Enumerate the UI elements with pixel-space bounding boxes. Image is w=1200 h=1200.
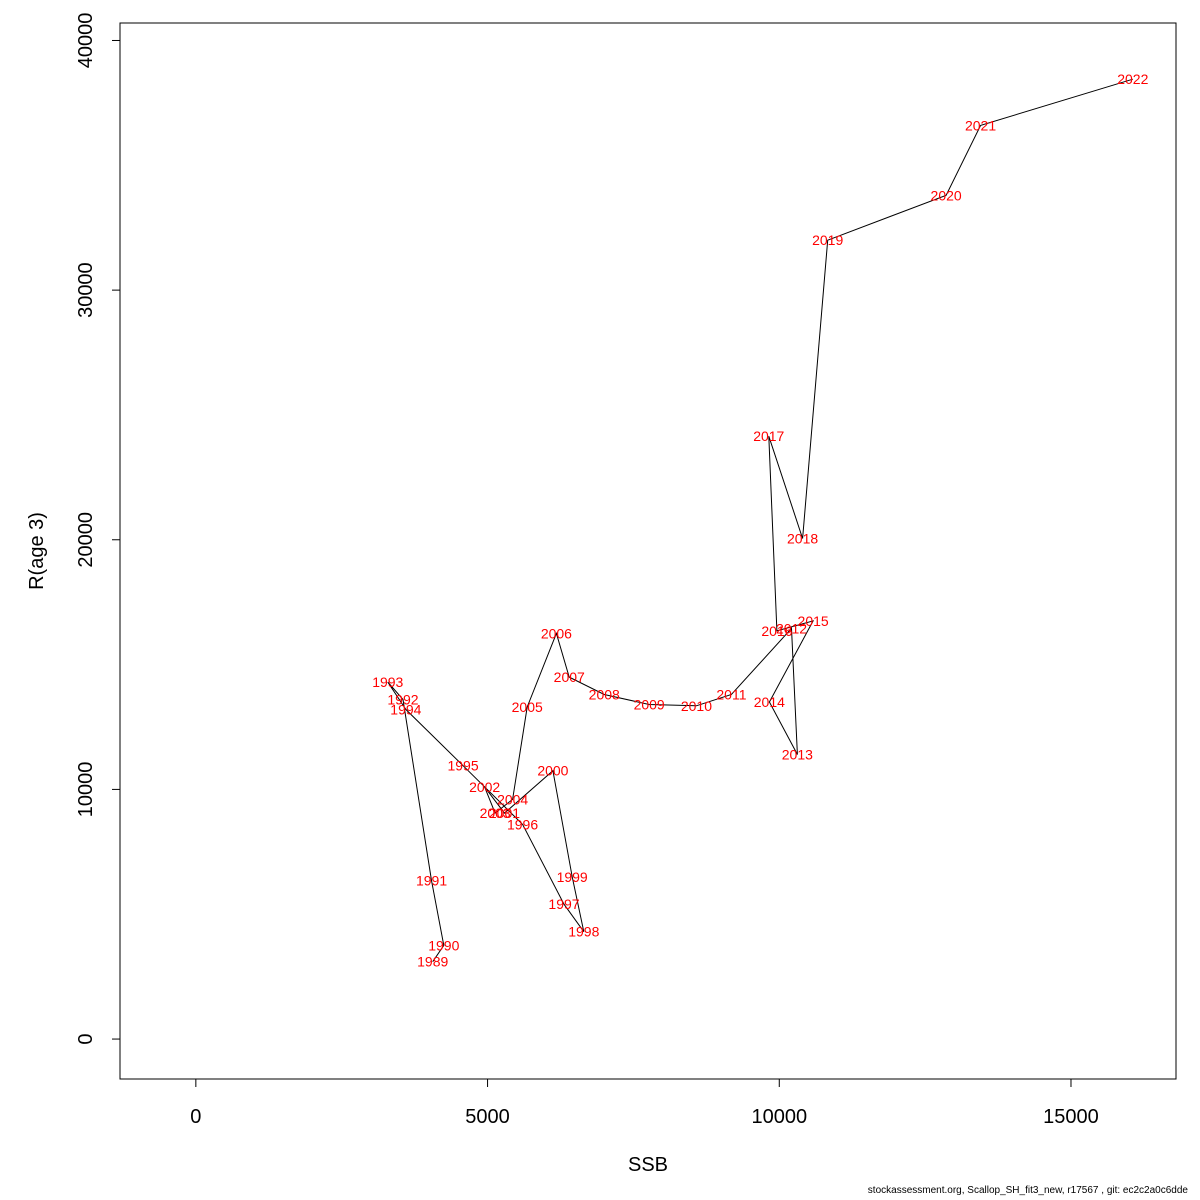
point-label: 2005 xyxy=(512,699,543,715)
y-tick-label: 20000 xyxy=(75,512,97,568)
plot-frame xyxy=(119,22,1177,1080)
point-label: 2007 xyxy=(554,669,585,685)
x-tick-label: 5000 xyxy=(465,1106,510,1128)
point-label: 2014 xyxy=(754,694,785,710)
point-label: 2021 xyxy=(965,117,996,133)
point-label: 2020 xyxy=(931,187,962,203)
point-label: 2006 xyxy=(541,625,572,641)
point-label: 1997 xyxy=(548,896,579,912)
point-label: 1992 xyxy=(387,692,418,708)
point-label: 1994 xyxy=(390,702,421,718)
point-label: 1995 xyxy=(447,758,478,774)
y-axis-label: R(age 3) xyxy=(26,512,48,590)
point-label: 2001 xyxy=(489,805,520,821)
point-label: 2016 xyxy=(761,623,792,639)
point-label: 2017 xyxy=(753,428,784,444)
y-tick-label: 10000 xyxy=(75,762,97,818)
point-label: 2018 xyxy=(787,531,818,547)
point-label: 2019 xyxy=(812,232,843,248)
point-label: 2002 xyxy=(469,779,500,795)
point-label: 1996 xyxy=(507,816,538,832)
point-label: 2008 xyxy=(589,687,620,703)
point-label: 2013 xyxy=(782,746,813,762)
x-tick-label: 15000 xyxy=(1043,1106,1099,1128)
series-line xyxy=(387,78,1133,962)
point-label: 2003 xyxy=(480,805,511,821)
point-label: 2004 xyxy=(497,791,528,807)
point-label: 1989 xyxy=(417,954,448,970)
point-label: 1998 xyxy=(568,924,599,940)
x-tick-label: 0 xyxy=(190,1106,201,1128)
point-label: 1991 xyxy=(416,873,447,889)
point-label: 1990 xyxy=(428,937,459,953)
y-tick-label: 30000 xyxy=(75,262,97,318)
x-tick-label: 10000 xyxy=(751,1106,807,1128)
point-label: 2010 xyxy=(681,698,712,714)
footer-credit: stockassessment.org, Scallop_SH_fit3_new… xyxy=(867,1185,1188,1196)
point-label: 2009 xyxy=(634,697,665,713)
point-label: 2000 xyxy=(537,763,568,779)
point-label: 1999 xyxy=(557,869,588,885)
point-label: 2015 xyxy=(798,613,829,629)
point-label: 2011 xyxy=(716,687,746,703)
point-label: 2022 xyxy=(1117,71,1148,87)
y-axis: 0 10000 20000 30000 40000 xyxy=(75,13,121,1045)
point-label: 2012 xyxy=(776,620,807,636)
x-axis: 0 5000 10000 15000 xyxy=(190,1078,1099,1128)
y-tick-label: 40000 xyxy=(75,13,97,69)
x-axis-label: SSB xyxy=(628,1154,668,1176)
y-tick-label: 0 xyxy=(75,1033,97,1044)
point-label: 1993 xyxy=(372,674,403,690)
